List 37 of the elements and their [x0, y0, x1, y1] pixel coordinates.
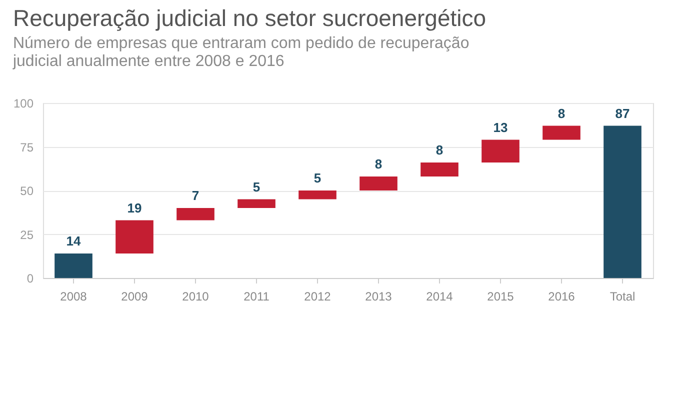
chart-title: Recuperação judicial no setor sucroenergético [12, 5, 486, 31]
bar [176, 208, 214, 220]
x-tick-label: 2010 [182, 290, 210, 304]
data-label: 87 [615, 106, 630, 121]
chart-subtitle: Número de empresas que entraram com pedido de recuperação judicial anualmente entre 2008 e 2016 [12, 35, 470, 70]
y-tick-label: 75 [20, 140, 34, 154]
bar [54, 254, 92, 278]
y-tick-label: 50 [20, 184, 34, 198]
data-label: 13 [493, 120, 508, 135]
bar [360, 176, 398, 190]
data-label: 19 [127, 200, 142, 216]
x-tick-label: 2016 [548, 290, 576, 304]
data-label: 5 [252, 179, 260, 194]
bar [298, 190, 336, 200]
data-label: 7 [192, 188, 200, 203]
bar [420, 162, 458, 176]
x-tick-label: Total [610, 290, 636, 304]
data-label: 8 [374, 156, 382, 172]
data-label: 8 [558, 106, 566, 121]
x-tick-label: 2009 [121, 290, 148, 304]
x-tick-label: 2014 [426, 290, 454, 304]
x-tick-label: 2011 [244, 290, 270, 304]
bar [604, 126, 642, 278]
data-label: 5 [314, 170, 322, 186]
bar [116, 220, 154, 254]
bar [482, 140, 520, 162]
x-tick-label: 2013 [365, 290, 392, 304]
y-tick-label: 0 [26, 272, 34, 286]
data-label: 14 [66, 234, 82, 248]
bar [542, 126, 580, 140]
x-tick-label: 2015 [487, 290, 514, 304]
bar [238, 199, 276, 208]
data-label: 8 [436, 142, 444, 158]
y-tick-label: 100 [13, 96, 34, 110]
x-tick-label: 2008 [60, 290, 88, 304]
x-tick-label: 2012 [304, 290, 332, 304]
y-tick-label: 25 [20, 228, 34, 242]
